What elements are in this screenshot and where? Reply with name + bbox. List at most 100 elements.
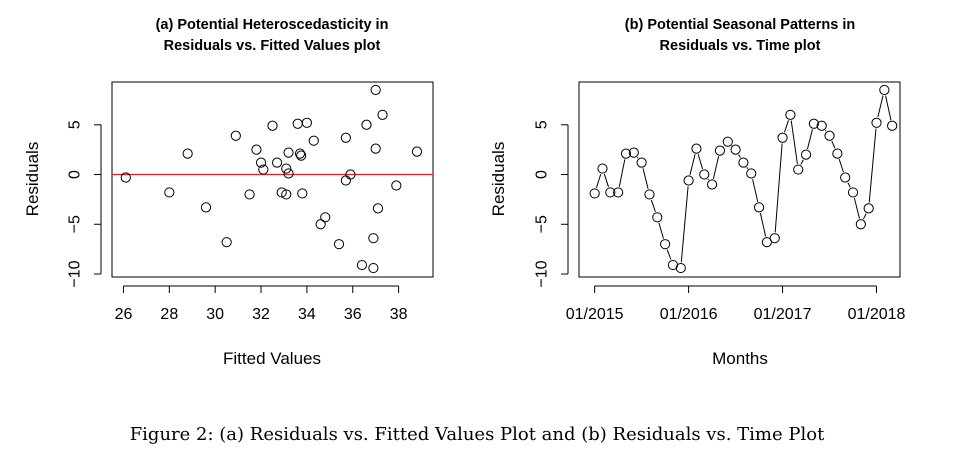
data-point <box>824 130 835 141</box>
x-tick-label: 36 <box>344 306 362 323</box>
panel-b-title-line2: Residuals vs. Time plot <box>660 38 821 54</box>
data-point <box>714 145 726 156</box>
data-point <box>258 164 269 175</box>
connecting-segment <box>746 167 749 170</box>
y-tick-label: −5 <box>534 215 551 233</box>
connecting-segment <box>603 173 609 188</box>
panel-b-title-line1: (b) Potential Seasonal Patterns in <box>625 17 855 33</box>
data-point <box>283 168 294 179</box>
y-tick-label: −10 <box>534 260 551 287</box>
data-point <box>370 143 381 154</box>
data-point <box>746 168 757 179</box>
data-point <box>847 187 859 198</box>
panel-b-x-label: Months <box>712 349 768 368</box>
x-tick-label: 01/2016 <box>660 306 718 323</box>
x-tick-label: 28 <box>160 306 178 323</box>
residuals-vs-fitted-panel: (a) Potential Heteroscedasticity in Resi… <box>23 17 434 368</box>
data-point <box>800 149 812 160</box>
panel-b-y-axis: −10 −5 0 5 <box>534 120 569 288</box>
data-point <box>320 212 331 223</box>
data-point <box>730 144 741 155</box>
data-point <box>182 148 193 159</box>
x-tick-label: 32 <box>252 306 270 323</box>
data-point <box>356 259 368 271</box>
data-point <box>368 233 379 244</box>
data-point <box>644 189 655 200</box>
data-point <box>652 212 663 223</box>
data-point <box>761 237 773 248</box>
figure-caption: Figure 2: (a) Residuals vs. Fitted Value… <box>129 424 825 445</box>
data-point <box>738 157 749 168</box>
x-tick-label: 26 <box>115 306 133 323</box>
data-point <box>281 163 292 174</box>
data-point <box>244 189 255 200</box>
x-tick-label: 34 <box>298 306 316 323</box>
data-point <box>297 188 308 199</box>
panel-a-plot-frame <box>111 81 434 278</box>
connecting-segment <box>642 168 649 189</box>
connecting-segment <box>790 120 798 164</box>
data-point <box>816 120 827 131</box>
data-point <box>613 187 624 198</box>
data-point <box>871 117 882 128</box>
connecting-segment <box>824 130 827 132</box>
panel-b-connecting-lines <box>595 95 892 263</box>
data-point <box>840 172 851 183</box>
connecting-segment <box>877 95 884 118</box>
y-tick-label: 0 <box>67 170 84 179</box>
panel-a-y-label: Residuals <box>23 142 42 217</box>
data-point <box>368 262 379 274</box>
data-point <box>283 147 294 158</box>
data-point <box>785 109 796 120</box>
data-point <box>808 118 819 129</box>
connecting-segment <box>838 158 844 173</box>
data-point <box>411 146 423 157</box>
panel-b-points <box>589 84 898 274</box>
data-point <box>370 84 381 96</box>
connecting-segment <box>783 120 789 133</box>
connecting-segment <box>831 140 836 149</box>
connecting-segment <box>738 154 741 158</box>
data-point <box>271 157 283 168</box>
data-point <box>308 135 319 146</box>
data-point <box>164 187 175 198</box>
y-tick-label: 5 <box>67 120 84 129</box>
data-point <box>605 187 616 198</box>
data-point <box>267 120 278 131</box>
data-point <box>855 219 866 230</box>
data-point <box>333 239 345 250</box>
residuals-vs-time-panel: (b) Potential Seasonal Patterns in Resid… <box>489 17 906 368</box>
data-point <box>391 180 402 191</box>
data-point <box>722 136 733 147</box>
data-point <box>120 172 131 183</box>
data-point <box>706 179 718 190</box>
data-point <box>340 132 351 143</box>
data-point <box>251 144 262 155</box>
data-point <box>301 117 312 128</box>
connecting-segment <box>697 154 704 170</box>
data-point <box>377 109 388 120</box>
y-tick-label: 5 <box>534 120 551 129</box>
y-tick-label: 0 <box>534 170 551 179</box>
data-point <box>636 157 647 168</box>
data-point <box>281 189 292 200</box>
connecting-segment <box>806 129 813 150</box>
connecting-segment <box>595 173 602 189</box>
data-point <box>361 119 372 130</box>
data-point <box>683 175 694 186</box>
panel-b-plot-frame <box>578 81 901 278</box>
data-point <box>879 84 890 96</box>
panel-a-x-label: Fitted Values <box>223 349 321 368</box>
connecting-segment <box>853 197 860 219</box>
data-point <box>863 203 874 214</box>
connecting-segment <box>707 178 709 181</box>
connecting-segment <box>800 159 804 165</box>
data-point <box>620 148 632 159</box>
data-point <box>315 219 326 230</box>
data-point <box>230 130 241 141</box>
y-tick-label: −10 <box>67 260 84 287</box>
data-point <box>200 202 212 213</box>
x-tick-label: 38 <box>390 306 408 323</box>
data-point <box>345 169 356 180</box>
